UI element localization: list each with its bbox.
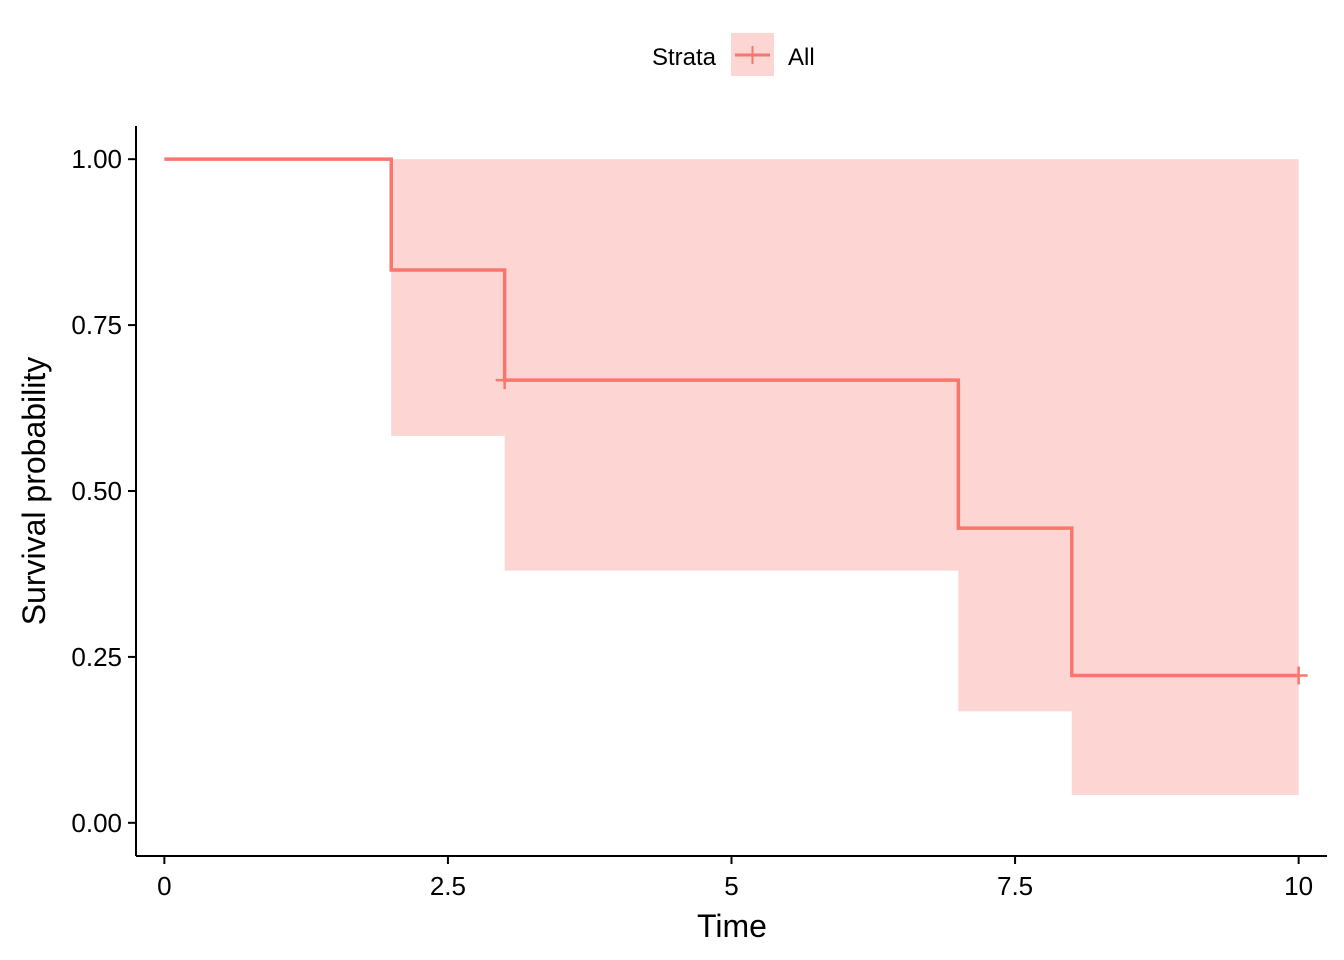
y-tick-label: 0.50 <box>71 476 122 506</box>
legend-entry-all: All <box>788 44 815 71</box>
survival-curves <box>164 157 1299 678</box>
y-tick-label: 0.00 <box>71 808 122 838</box>
confidence-band-segment <box>958 159 1072 712</box>
confidence-band-segment <box>1071 159 1299 795</box>
x-tick-label: 2.5 <box>430 871 466 901</box>
x-tick-label: 5 <box>724 871 738 901</box>
legend-title: Strata <box>652 44 717 71</box>
legend: Strata All <box>652 33 815 76</box>
survival-step-line <box>164 157 1299 678</box>
x-tick-label: 0 <box>157 871 171 901</box>
confidence-bands <box>391 159 1299 795</box>
x-axis-ticks: 0 2.5 5 7.5 10 <box>157 856 1313 901</box>
y-tick-label: 1.00 <box>71 144 122 174</box>
y-tick-label: 0.75 <box>71 310 122 340</box>
y-axis-ticks: 0.00 0.25 0.50 0.75 1.00 <box>71 144 136 838</box>
x-tick-label: 7.5 <box>997 871 1033 901</box>
censor-marks <box>495 371 1308 685</box>
censor-mark <box>495 371 514 390</box>
x-tick-label: 10 <box>1284 871 1313 901</box>
censor-mark <box>1289 666 1308 685</box>
y-tick-label: 0.25 <box>71 642 122 672</box>
y-axis-title: Survival probability <box>16 357 52 626</box>
x-axis-title: Time <box>697 908 767 944</box>
confidence-band-segment <box>391 159 505 436</box>
confidence-band-segment <box>504 159 959 571</box>
